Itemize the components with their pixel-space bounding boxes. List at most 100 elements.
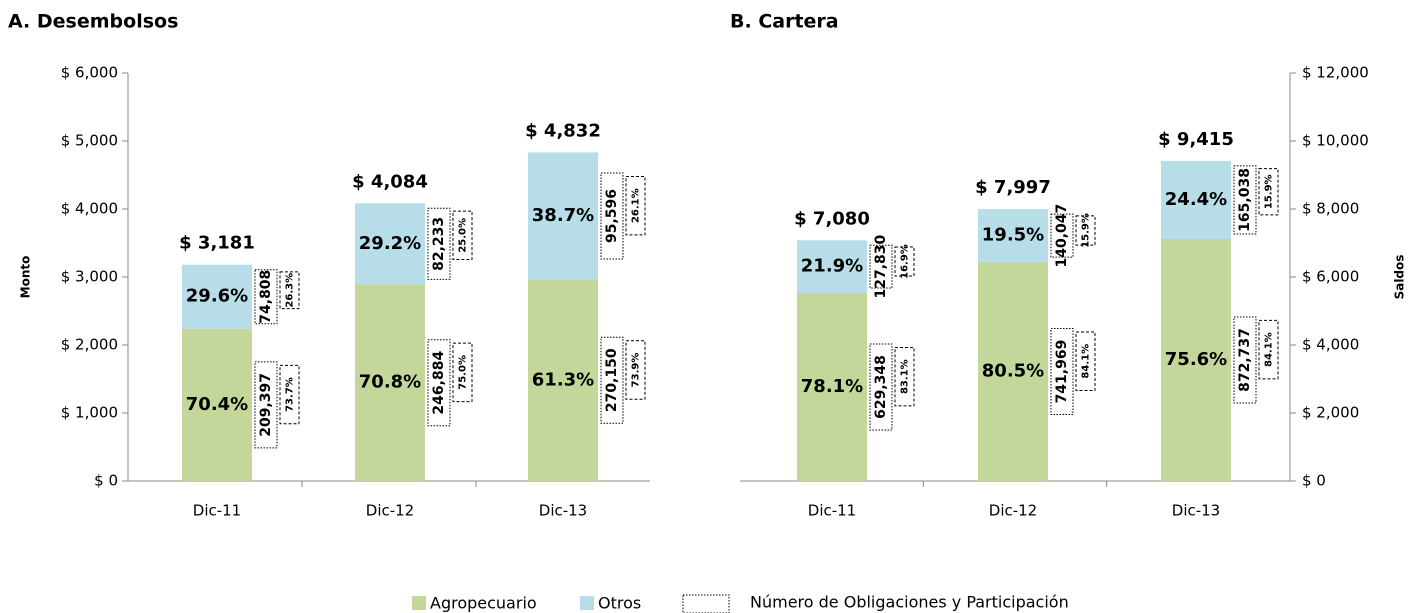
y-tick-label: $ 2,000 bbox=[1302, 404, 1359, 422]
share-box bbox=[625, 175, 646, 236]
obligations-label: 209,397 bbox=[258, 373, 274, 437]
obligations-box bbox=[869, 244, 893, 289]
share-label: 21.9% bbox=[801, 256, 863, 277]
obligations-label: 74,808 bbox=[258, 270, 274, 324]
share-box bbox=[279, 364, 300, 425]
obligations-label: 872,737 bbox=[1237, 328, 1253, 392]
y-tick-label: $ 4,000 bbox=[61, 200, 118, 218]
y-tick-label: $ 4,000 bbox=[1302, 336, 1359, 354]
share-box bbox=[1075, 331, 1096, 391]
y-tick-label: $ 2,000 bbox=[61, 336, 118, 354]
share-label: 70.8% bbox=[359, 372, 421, 393]
bar-segment bbox=[978, 209, 1048, 263]
legend-box-label: Número de Obligaciones y Participación bbox=[750, 593, 1069, 612]
bar-segment bbox=[355, 284, 425, 481]
chart-title: B. Cartera bbox=[730, 11, 839, 33]
total-label: $ 9,415 bbox=[1158, 129, 1234, 150]
share-box bbox=[1075, 215, 1096, 246]
obligations-box bbox=[254, 269, 278, 325]
legend-box-swatch bbox=[682, 594, 730, 613]
obligation-share-label: 73.9% bbox=[631, 353, 642, 388]
obligations-label: 165,038 bbox=[1237, 168, 1253, 232]
y-tick-label: $ 6,000 bbox=[1302, 268, 1359, 286]
share-label: 70.4% bbox=[186, 394, 248, 415]
bar-segment bbox=[797, 240, 867, 294]
share-label: 38.7% bbox=[532, 205, 594, 226]
y-tick-label: $ 0 bbox=[94, 472, 118, 490]
obligations-label: 82,233 bbox=[431, 217, 447, 271]
total-label: $ 4,832 bbox=[525, 120, 601, 141]
obligations-label: 629,348 bbox=[873, 355, 889, 419]
share-box bbox=[894, 346, 915, 407]
share-label: 24.4% bbox=[1165, 189, 1227, 210]
bar-segment bbox=[182, 328, 252, 481]
total-label: $ 4,084 bbox=[352, 171, 428, 192]
legend-swatch bbox=[412, 596, 426, 610]
bar-segment bbox=[355, 203, 425, 285]
x-tick-label: Dic-12 bbox=[989, 502, 1037, 520]
y-tick-label: $ 1,000 bbox=[61, 404, 118, 422]
legend-label: Agropecuario bbox=[430, 594, 537, 613]
obligation-share-label: 26.1% bbox=[631, 188, 642, 223]
share-box bbox=[1258, 319, 1279, 380]
total-label: $ 7,997 bbox=[975, 177, 1051, 198]
bar-segment bbox=[528, 152, 598, 280]
bar-segment bbox=[182, 264, 252, 329]
obligation-share-label: 84.1% bbox=[1264, 332, 1275, 367]
x-tick-label: Dic-11 bbox=[808, 502, 856, 520]
obligations-label: 741,969 bbox=[1054, 340, 1070, 404]
y-tick-label: $ 10,000 bbox=[1302, 132, 1369, 150]
obligation-share-label: 16.9% bbox=[900, 244, 911, 279]
chart-title: A. Desembolsos bbox=[8, 11, 178, 33]
share-label: 29.2% bbox=[359, 233, 421, 254]
share-box bbox=[894, 246, 915, 277]
bar-segment bbox=[978, 262, 1048, 481]
obligations-label: 95,596 bbox=[604, 189, 620, 243]
share-label: 19.5% bbox=[982, 225, 1044, 246]
share-box bbox=[452, 210, 473, 260]
share-label: 29.6% bbox=[186, 286, 248, 307]
obligation-share-label: 75.0% bbox=[458, 355, 469, 390]
share-label: 61.3% bbox=[532, 369, 594, 390]
obligations-label: 127,830 bbox=[873, 235, 889, 299]
y-axis-label: Monto bbox=[19, 256, 33, 299]
y-tick-label: $ 0 bbox=[1302, 472, 1326, 490]
share-box bbox=[452, 342, 473, 403]
obligation-share-label: 26.3% bbox=[285, 273, 296, 308]
obligations-box bbox=[427, 207, 451, 280]
total-label: $ 7,080 bbox=[794, 208, 870, 229]
obligation-share-label: 25.0% bbox=[458, 218, 469, 253]
bar-segment bbox=[1161, 238, 1231, 481]
obligation-share-label: 84.1% bbox=[1081, 344, 1092, 379]
y-tick-label: $ 6,000 bbox=[61, 64, 118, 82]
bar-segment bbox=[1161, 160, 1231, 239]
obligation-share-label: 15.9% bbox=[1081, 213, 1092, 248]
share-label: 75.6% bbox=[1165, 349, 1227, 370]
x-tick-label: Dic-13 bbox=[539, 502, 587, 520]
share-box bbox=[279, 271, 300, 310]
y-tick-label: $ 12,000 bbox=[1302, 64, 1369, 82]
legend-swatch bbox=[580, 596, 594, 610]
y-tick-label: $ 5,000 bbox=[61, 132, 118, 150]
y-axis-label: Saldos bbox=[1393, 255, 1407, 300]
x-tick-label: Dic-12 bbox=[366, 502, 414, 520]
y-tick-label: $ 8,000 bbox=[1302, 200, 1359, 218]
share-box bbox=[625, 340, 646, 400]
y-tick-label: $ 3,000 bbox=[61, 268, 118, 286]
obligations-label: 270,150 bbox=[604, 348, 620, 412]
x-tick-label: Dic-13 bbox=[1172, 502, 1220, 520]
obligation-share-label: 15.9% bbox=[1264, 174, 1275, 209]
obligations-label: 246,884 bbox=[431, 351, 447, 415]
share-label: 78.1% bbox=[801, 376, 863, 397]
x-tick-label: Dic-11 bbox=[193, 502, 241, 520]
obligation-share-label: 83.1% bbox=[900, 359, 911, 394]
obligations-box bbox=[1050, 213, 1074, 258]
obligation-share-label: 73.7% bbox=[285, 377, 296, 412]
total-label: $ 3,181 bbox=[179, 233, 255, 254]
obligations-label: 140,047 bbox=[1054, 204, 1070, 268]
share-box bbox=[1258, 168, 1279, 216]
legend-label: Otros bbox=[598, 594, 641, 613]
bar-segment bbox=[528, 279, 598, 481]
share-label: 80.5% bbox=[982, 361, 1044, 382]
